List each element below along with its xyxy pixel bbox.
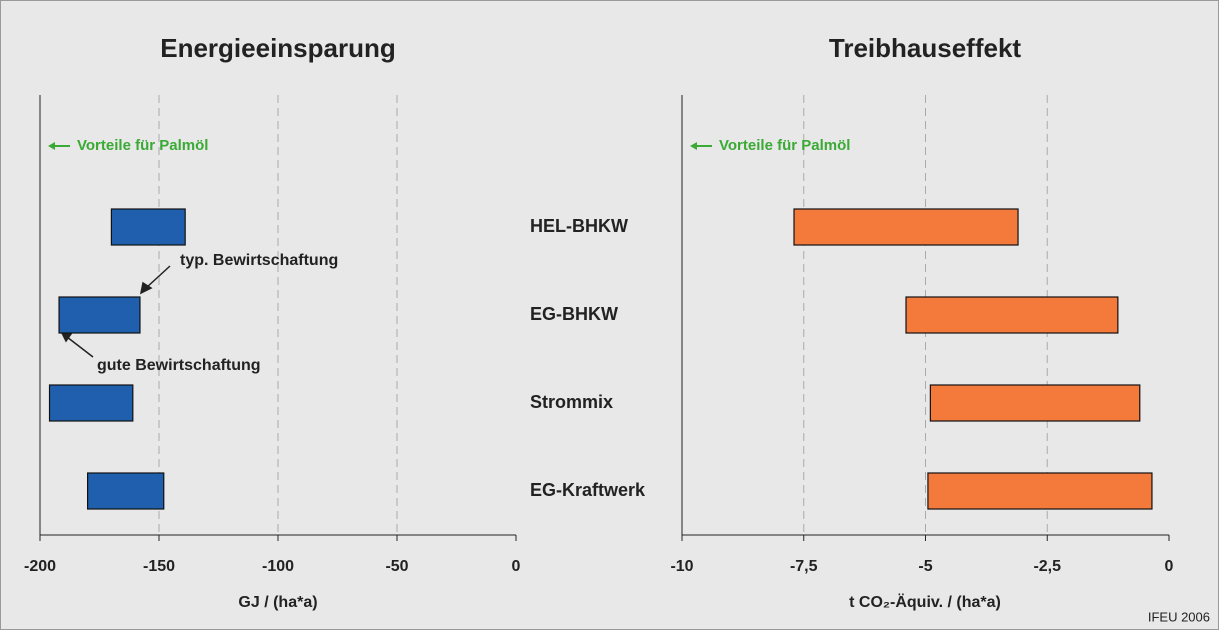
annotation: Vorteile für Palmöl <box>77 137 208 154</box>
x-tick-label: -5 <box>918 558 932 575</box>
x-tick-label: -50 <box>385 558 408 575</box>
bar <box>110 208 186 246</box>
annotation: gute Bewirtschaftung <box>97 357 261 374</box>
advantage-arrowhead <box>690 142 697 150</box>
advantage-arrowhead <box>48 142 55 150</box>
category-label: EG-Kraftwerk <box>530 480 646 500</box>
x-tick-label: 0 <box>1165 558 1174 575</box>
category-label: Strommix <box>530 392 613 412</box>
x-tick-label: -7,5 <box>790 558 818 575</box>
annotation-arrows <box>60 265 171 358</box>
x-axis-label: t CO₂-Äquiv. / (ha*a) <box>849 593 1001 611</box>
bar <box>927 472 1153 510</box>
bar <box>905 296 1119 334</box>
bar <box>58 296 141 334</box>
bar <box>86 472 165 510</box>
x-tick-label: -10 <box>670 558 693 575</box>
source: IFEU 2006 <box>1148 609 1210 624</box>
annotation: typ. Bewirtschaftung <box>180 252 338 269</box>
bar <box>793 208 1019 246</box>
x-tick-label: 0 <box>512 558 521 575</box>
x-tick-label: -2,5 <box>1033 558 1061 575</box>
x-tick-label: -100 <box>262 558 294 575</box>
category-label: HEL-BHKW <box>530 216 628 236</box>
annotation: Vorteile für Palmöl <box>719 137 850 154</box>
category-label: EG-BHKW <box>530 304 618 324</box>
bar <box>929 384 1141 422</box>
x-tick-label: -150 <box>143 558 175 575</box>
chart-title: Treibhauseffekt <box>829 33 1022 63</box>
x-tick-label: -200 <box>24 558 56 575</box>
x-axis-label: GJ / (ha*a) <box>238 594 317 611</box>
bar <box>48 384 134 422</box>
chart-title: Energieeinsparung <box>160 33 396 63</box>
